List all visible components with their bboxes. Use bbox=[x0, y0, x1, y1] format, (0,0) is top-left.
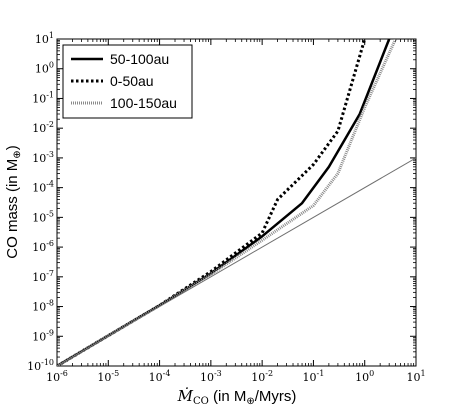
series-line-3 bbox=[57, 157, 416, 366]
y-tick-label: 10-4 bbox=[32, 180, 54, 195]
series-line-0 bbox=[57, 39, 391, 366]
series-group bbox=[57, 39, 416, 366]
y-tick-label: 10-5 bbox=[32, 209, 54, 224]
x-tick-label: 10-6 bbox=[46, 369, 68, 384]
y-axis-earth-symbol: ⊕ bbox=[12, 150, 23, 158]
y-tick-label: 10-6 bbox=[32, 239, 54, 254]
legend-label-2: 100-150au bbox=[110, 95, 177, 111]
x-tick-label: 100 bbox=[355, 369, 374, 384]
x-tick-label: 10-1 bbox=[303, 369, 325, 384]
y-tick-label: 10-8 bbox=[32, 299, 54, 314]
y-tick-label: 10-2 bbox=[32, 120, 54, 135]
x-axis-label-rest: (in M bbox=[209, 388, 247, 405]
legend-label-1: 0-50au bbox=[110, 73, 154, 89]
series-line-2 bbox=[57, 39, 397, 366]
legend-box bbox=[62, 44, 193, 119]
y-tick-label: 10-10 bbox=[27, 358, 54, 373]
legend-label-0: 50-100au bbox=[110, 51, 169, 67]
y-tick-label: 10-3 bbox=[32, 150, 54, 165]
x-axis-label-end: /Myrs) bbox=[255, 388, 297, 405]
y-tick-label: 10-7 bbox=[32, 269, 54, 284]
y-axis-label: CO mass (in M⊕) bbox=[4, 145, 23, 258]
ticks: 10-6 10-5 10-4 10-3 10-2 10-1 100 101 10-10 10-9 1… bbox=[27, 31, 425, 384]
x-axis-earth-symbol: ⊕ bbox=[246, 396, 254, 407]
y-tick-label: 10-1 bbox=[32, 90, 54, 105]
x-tick-label: 10-2 bbox=[251, 369, 273, 384]
y-axis-label-end: ) bbox=[4, 145, 21, 150]
x-tick-label: 10-5 bbox=[97, 369, 119, 384]
y-axis-label-main: CO mass (in M bbox=[4, 159, 21, 259]
y-tick-label: 100 bbox=[35, 61, 54, 76]
x-axis-label: ṀCO (in M⊕/Myrs) bbox=[177, 387, 297, 407]
legend: 50-100au 0-50au 100-150au bbox=[62, 44, 193, 119]
x-tick-label: 10-4 bbox=[149, 369, 171, 384]
x-axis-label-subscript: CO bbox=[193, 396, 209, 407]
y-tick-label: 101 bbox=[35, 31, 54, 46]
series-line-1 bbox=[57, 39, 367, 366]
x-tick-label: 10-3 bbox=[200, 369, 222, 384]
y-tick-label: 10-9 bbox=[32, 328, 54, 343]
x-tick-label: 101 bbox=[406, 369, 425, 384]
x-axis-label-symbol: Ṁ bbox=[177, 387, 194, 405]
